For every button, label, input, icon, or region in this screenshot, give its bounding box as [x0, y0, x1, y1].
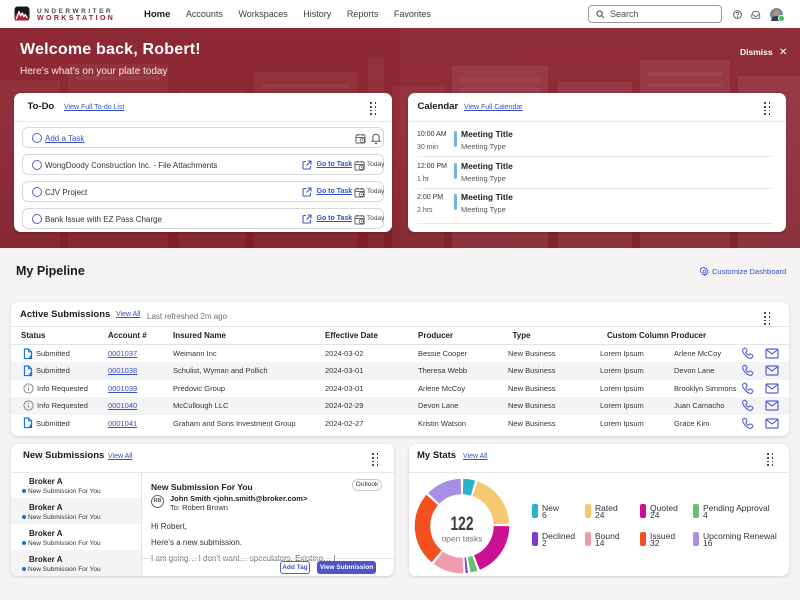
svg-text:open tasks: open tasks: [441, 534, 482, 544]
svg-text:122: 122: [451, 514, 474, 535]
